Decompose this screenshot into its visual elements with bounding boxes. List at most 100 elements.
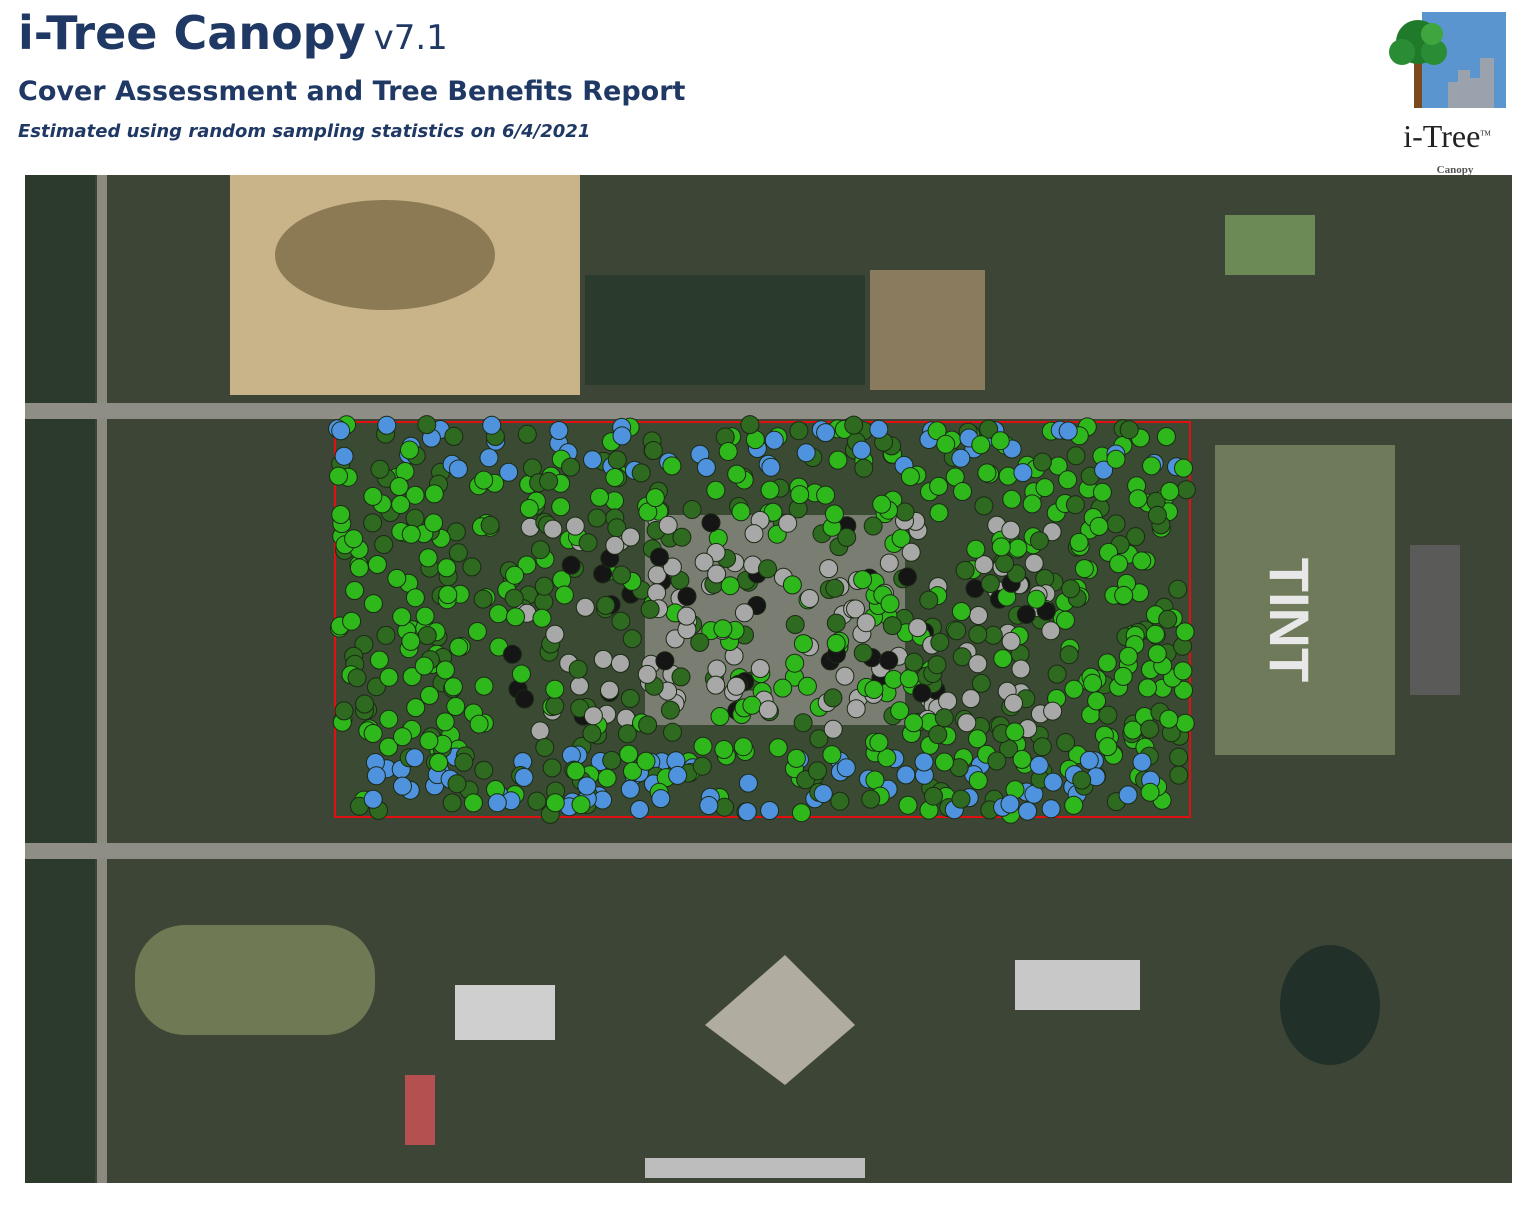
sample-point [898, 795, 918, 815]
sample-point [448, 543, 468, 563]
sample-point [543, 519, 563, 539]
sample-point [782, 575, 802, 595]
sample-point [1092, 482, 1112, 502]
sample-point [936, 434, 956, 454]
sample-point [852, 440, 872, 460]
sample-point [1159, 709, 1179, 729]
sample-point [1043, 701, 1063, 721]
sample-point [706, 675, 726, 695]
sample-point [1173, 661, 1193, 681]
sample-point [1026, 589, 1046, 609]
sample-point [582, 724, 602, 743]
sample-point [785, 615, 805, 634]
sample-point [597, 768, 617, 788]
sample-point [758, 559, 777, 579]
sample-point [826, 613, 846, 633]
sample-point [367, 555, 387, 574]
sample-point [575, 597, 595, 617]
subtitle: Cover Assessment and Tree Benefits Repor… [18, 76, 686, 107]
logo-product: Canopy [1436, 164, 1474, 176]
sample-point [620, 689, 640, 708]
sample-point [429, 753, 449, 772]
sample-point [531, 540, 550, 560]
sample-point [583, 706, 603, 726]
sample-point [374, 535, 394, 554]
sample-point [649, 547, 669, 567]
sample-point [605, 535, 625, 555]
sample-point [1008, 538, 1028, 558]
logo: i-TreeTM Canopy [1388, 12, 1506, 176]
sample-point [437, 558, 457, 578]
sample-point [987, 751, 1007, 771]
sample-point [816, 485, 836, 505]
sample-point [1138, 678, 1157, 698]
sample-point [568, 659, 588, 679]
map: TINT [25, 175, 1512, 1183]
sample-point [349, 558, 369, 578]
sample-point [951, 602, 971, 621]
sample-point [701, 513, 721, 533]
sample-point [1001, 631, 1021, 651]
sample-point [387, 568, 407, 588]
sample-point [535, 738, 555, 757]
sample-point [331, 505, 351, 524]
sample-point [819, 559, 839, 579]
sample-point [953, 482, 972, 501]
sample-point [971, 435, 991, 455]
sample-point [904, 652, 924, 672]
sample-point [813, 784, 833, 804]
sample-point [442, 793, 462, 813]
sample-point [682, 500, 702, 519]
sample-point [444, 426, 464, 446]
sample-point [835, 666, 855, 686]
sample-point [715, 797, 734, 817]
sample-point [869, 733, 889, 752]
sample-point [991, 537, 1011, 557]
sample-point [1140, 782, 1160, 802]
sample-point [607, 450, 627, 470]
sample-point [1083, 673, 1103, 693]
sample-point [952, 647, 972, 667]
sample-point [502, 644, 522, 664]
sample-point [879, 553, 899, 573]
sample-point [636, 751, 656, 771]
sample-point [393, 776, 412, 796]
sample-point [761, 457, 781, 477]
sample-point [974, 496, 994, 516]
sample-point [1074, 559, 1094, 579]
sample-point [1022, 494, 1042, 514]
sample-point [1064, 795, 1084, 815]
sample-point [480, 515, 500, 535]
sample-point [968, 771, 988, 791]
sample-point [993, 649, 1013, 669]
sample-point [677, 586, 697, 606]
sample-point [515, 689, 534, 709]
sample-point [379, 667, 399, 687]
sample-point [370, 459, 390, 479]
sample-point [474, 760, 494, 780]
sample-point [527, 791, 547, 811]
sample-point [908, 618, 928, 638]
sample-point [363, 789, 383, 809]
sample-point [1056, 610, 1075, 630]
sample-point [611, 611, 631, 631]
sample-point [504, 588, 524, 608]
sample-point [474, 470, 494, 490]
sample-point [1114, 585, 1134, 605]
sample-point [1041, 799, 1061, 819]
sample-point [1024, 553, 1044, 573]
sample-point [334, 701, 354, 721]
sample-point [621, 527, 641, 547]
sample-point [718, 442, 738, 461]
sample-point [1029, 755, 1049, 775]
sample-point [856, 613, 876, 633]
sample-point [720, 576, 740, 596]
sample-point [1147, 644, 1167, 664]
sample-point [928, 725, 948, 744]
sample-point [1132, 752, 1152, 772]
sample-point [379, 709, 399, 729]
sample-point [785, 653, 805, 673]
sample-point [872, 494, 892, 514]
sample-point [578, 533, 598, 553]
sample-point [1113, 666, 1133, 686]
